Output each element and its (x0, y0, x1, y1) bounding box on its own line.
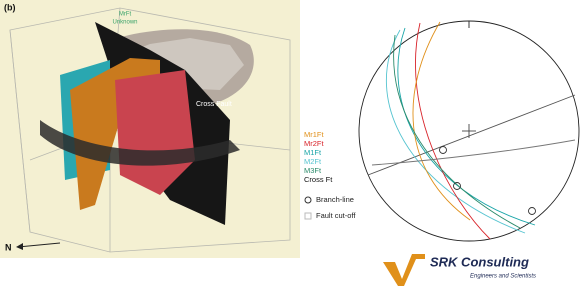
logo-mark (383, 254, 425, 286)
cross-fault-label: Cross Fault (196, 101, 232, 108)
model-label: Unknown (112, 20, 137, 26)
logo-tagline: Engineers and Scientists (470, 274, 536, 280)
legend-label: M1Ft (304, 148, 322, 157)
legend-label: Fault cut-off (316, 211, 356, 220)
legend-label: Mr2Ft (304, 139, 324, 148)
panel-label: (b) (4, 2, 16, 12)
model-label: MrFt (119, 12, 132, 18)
legend-label: Mr1Ft (304, 130, 324, 139)
stereonet (359, 21, 579, 241)
legend-label: Cross Ft (304, 175, 333, 184)
legend-label: M3Ft (304, 166, 322, 175)
north-label: N (5, 242, 12, 252)
legend-label: M2Ft (304, 157, 322, 166)
logo-name: SRK Consulting (430, 254, 529, 269)
legend-symbol (305, 213, 311, 219)
legend-label: Branch-line (316, 195, 354, 204)
figure: (b) MrFt Unknown Cross Fault N Mr1FtMr2F… (0, 0, 581, 286)
legend-symbol (305, 197, 311, 203)
